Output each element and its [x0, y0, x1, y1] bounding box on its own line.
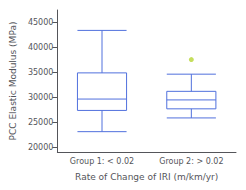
svg-text:30000: 30000 — [28, 93, 53, 102]
svg-text:45000: 45000 — [28, 18, 53, 27]
svg-text:40000: 40000 — [28, 43, 53, 52]
svg-text:Group 2: > 0.02: Group 2: > 0.02 — [159, 157, 223, 166]
svg-text:Group 1: < 0.02: Group 1: < 0.02 — [70, 157, 134, 166]
svg-text:Rate of Change of IRI (m/km/yr: Rate of Change of IRI (m/km/yr) — [75, 172, 218, 182]
svg-text:20000: 20000 — [28, 143, 53, 152]
svg-text:PCC Elastic Modulus (MPa): PCC Elastic Modulus (MPa) — [8, 22, 18, 141]
svg-text:35000: 35000 — [28, 68, 53, 77]
svg-text:25000: 25000 — [28, 118, 53, 127]
